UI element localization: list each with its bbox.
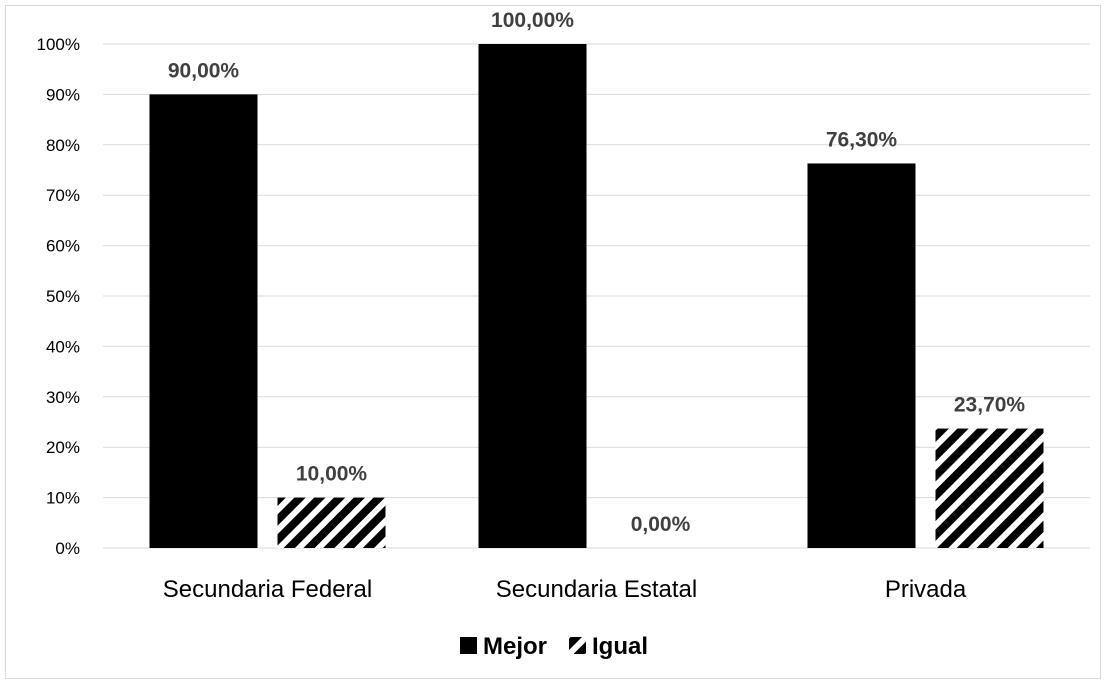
y-tick-label: 20%: [46, 438, 80, 457]
category-label: Secundaria Federal: [163, 576, 372, 603]
data-label: 23,70%: [954, 394, 1026, 417]
y-tick-label: 0%: [55, 539, 80, 558]
data-label: 0,00%: [631, 513, 691, 536]
data-labels: 90,00% 10,00% 100,00% 0,00% 76,30% 23,70%: [168, 9, 1026, 536]
x-axis-categories: Secundaria Federal Secundaria Estatal Priv…: [163, 576, 967, 603]
data-label: 10,00%: [296, 463, 368, 486]
bar-mejor: [149, 94, 258, 549]
data-label: 90,00%: [168, 59, 240, 82]
gridlines: [103, 43, 1090, 549]
y-tick-label: 10%: [46, 489, 80, 508]
y-tick-label: 90%: [46, 85, 80, 104]
bar-mejor: [478, 44, 587, 548]
bar-mejor: [807, 163, 916, 548]
legend: Mejor Igual: [460, 633, 648, 660]
bar-igual: [935, 428, 1044, 548]
bars: [149, 44, 1044, 549]
legend-label: Igual: [592, 633, 648, 660]
y-axis-ticks: 0% 10% 20% 30% 40% 50% 60% 70% 80% 90% 100%: [37, 35, 80, 558]
category-label: Secundaria Estatal: [496, 576, 697, 603]
data-label: 76,30%: [826, 128, 898, 151]
y-tick-label: 70%: [46, 186, 80, 205]
y-tick-label: 80%: [46, 136, 80, 155]
y-tick-label: 40%: [46, 337, 80, 356]
category-label: Privada: [885, 576, 967, 603]
data-label: 100,00%: [491, 9, 574, 32]
legend-swatch-mejor: [460, 637, 477, 654]
legend-label: Mejor: [483, 633, 547, 660]
bar-igual: [277, 497, 386, 548]
y-tick-label: 60%: [46, 237, 80, 256]
y-tick-label: 50%: [46, 287, 80, 306]
legend-swatch-igual: [569, 637, 586, 654]
y-tick-label: 100%: [37, 35, 80, 54]
y-tick-label: 30%: [46, 388, 80, 407]
